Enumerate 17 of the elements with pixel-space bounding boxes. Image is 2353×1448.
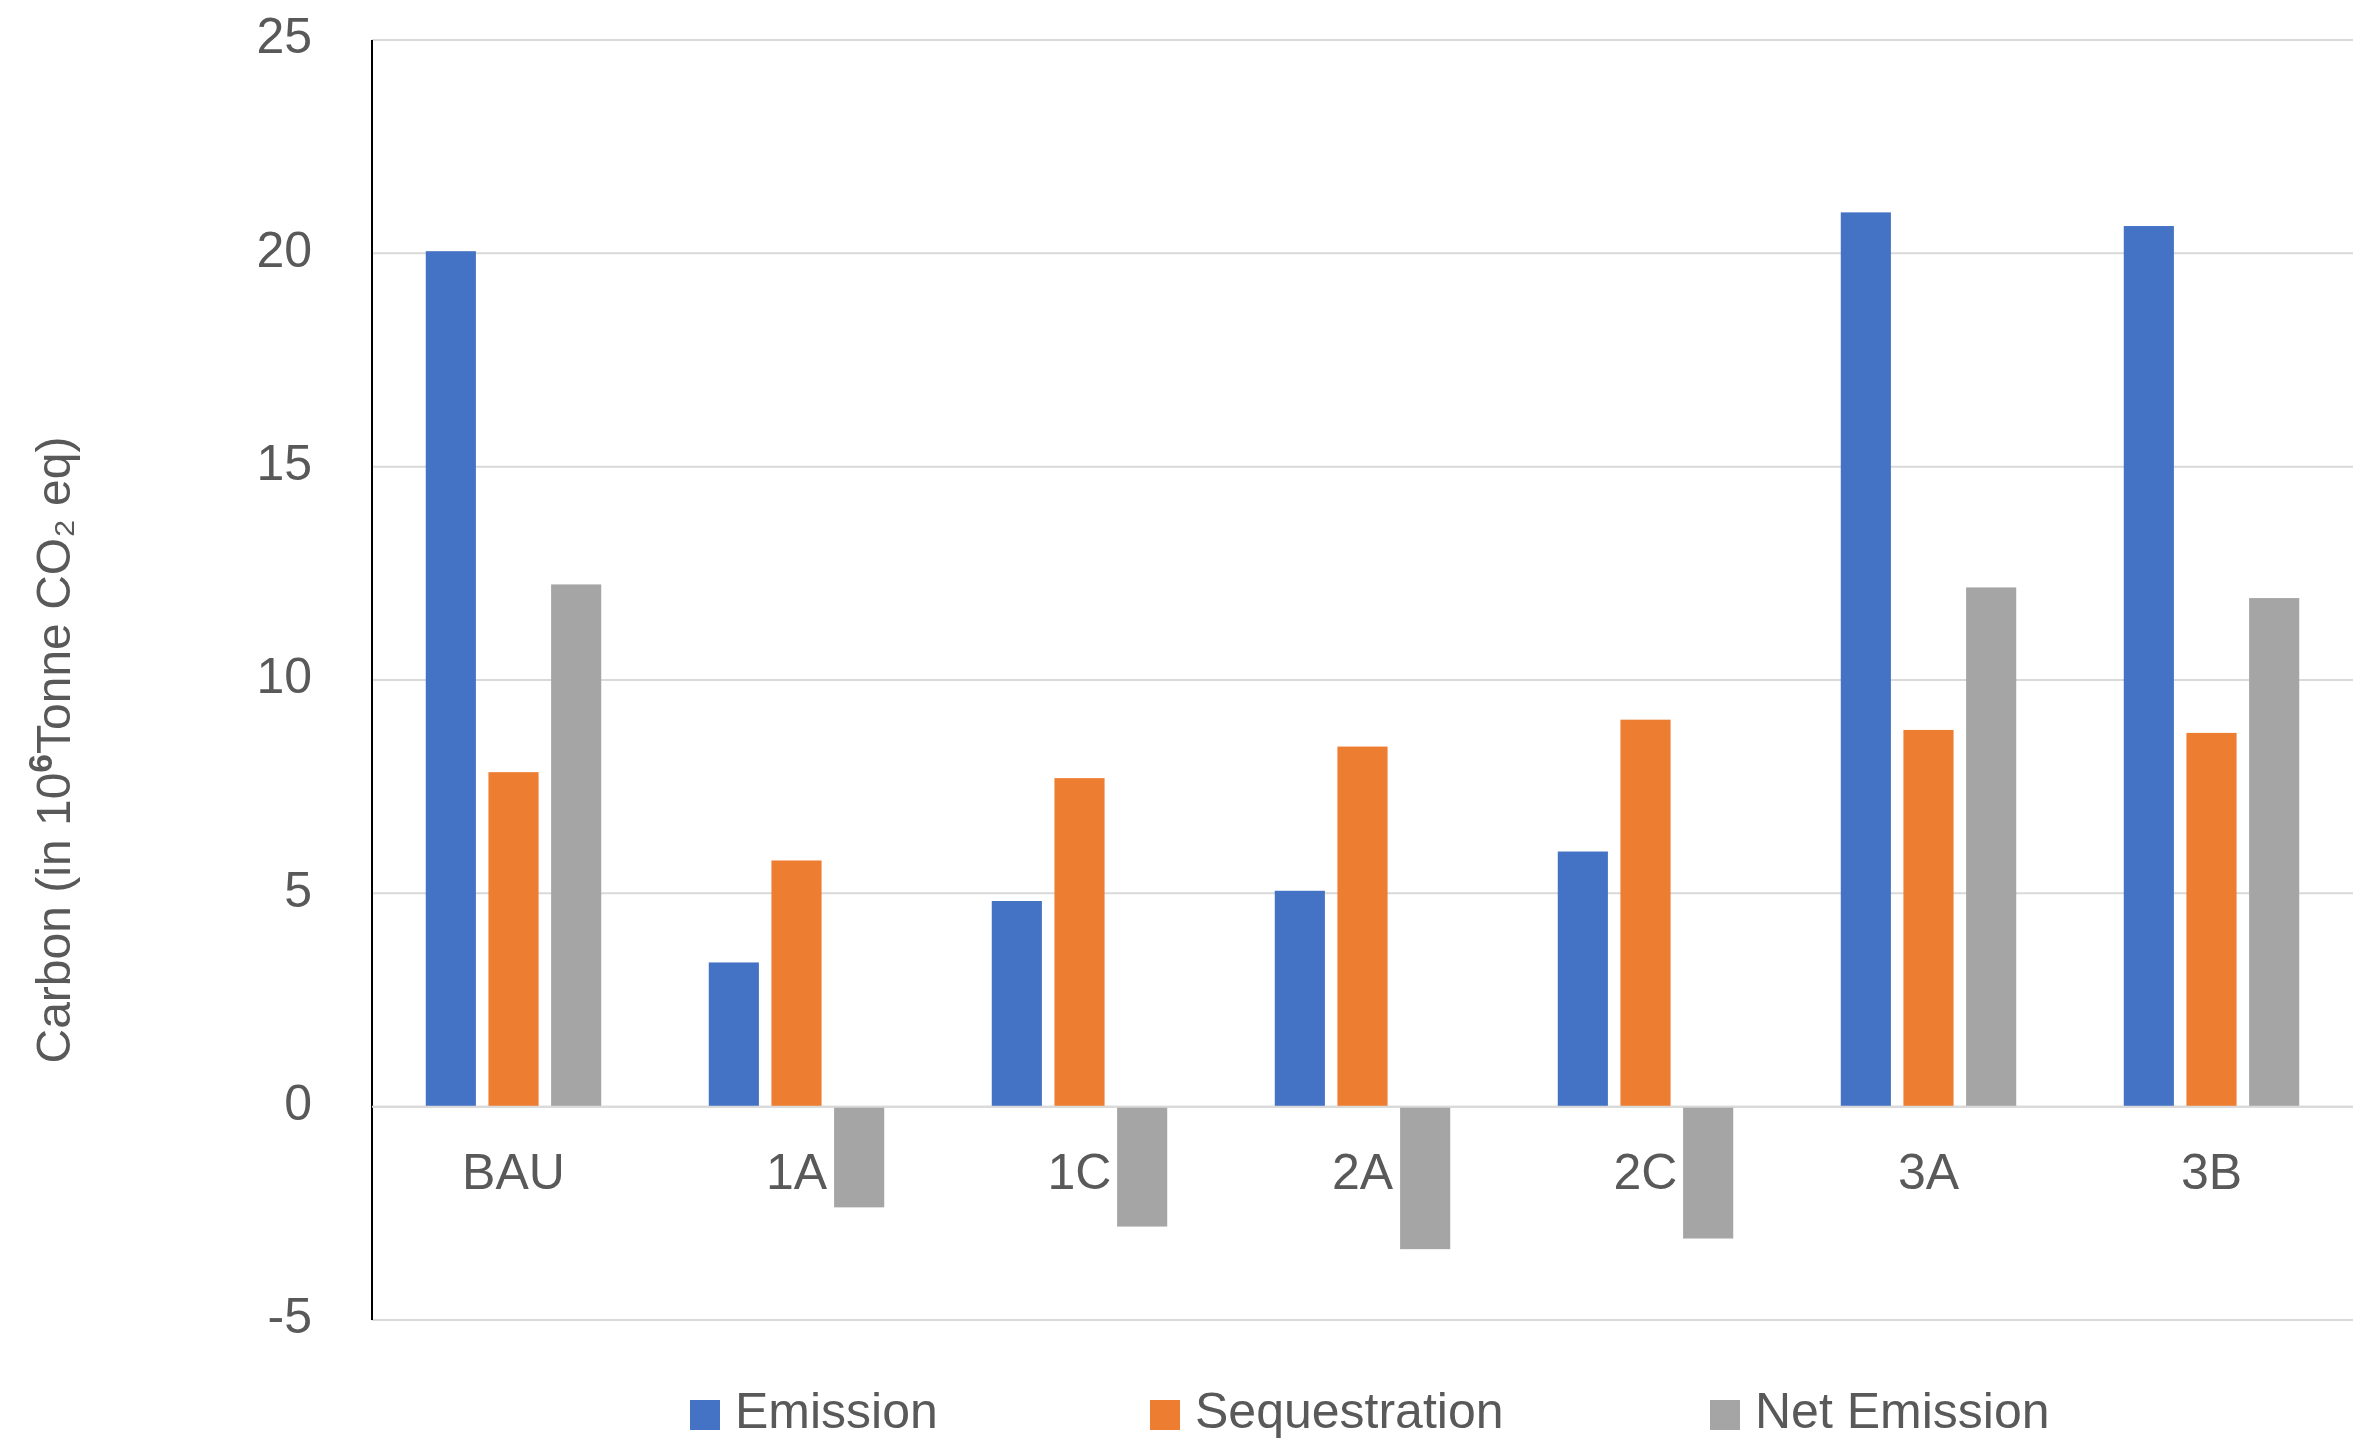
y-tick-label: 5	[284, 861, 312, 918]
y-tick-label: 0	[284, 1074, 312, 1131]
x-tick-label: 1C	[1047, 1143, 1112, 1200]
y-tick-label: -5	[267, 1288, 312, 1345]
y-tick-label: 10	[256, 648, 312, 705]
x-tick-label: 3A	[1897, 1143, 1960, 1200]
x-tick-label: BAU	[462, 1143, 565, 1200]
x-tick-label: 1A	[765, 1143, 828, 1200]
legend-label: Net Emission	[1755, 1383, 2050, 1439]
x-tick-label: 2A	[1331, 1143, 1394, 1200]
y-tick-label: 15	[256, 434, 312, 491]
legend-label: Emission	[735, 1383, 938, 1439]
x-tick-label: 3B	[2180, 1143, 2243, 1200]
y-tick-label: 20	[256, 221, 312, 278]
y-tick-label: 25	[256, 8, 312, 65]
legend-label: Sequestration	[1195, 1383, 1504, 1439]
x-tick-label: 2C	[1613, 1143, 1678, 1200]
